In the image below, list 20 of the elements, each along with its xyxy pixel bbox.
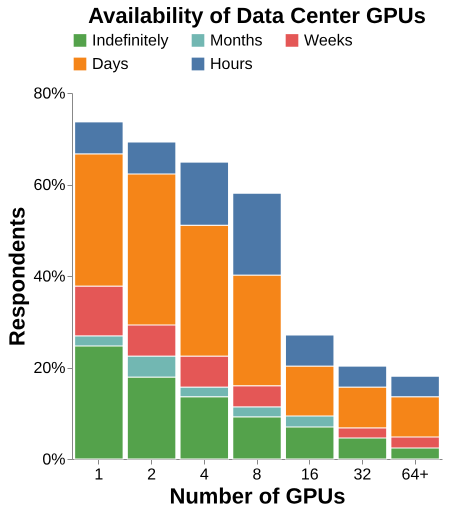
x-tick-label: 2 [147,466,156,484]
y-tick-label: 60% [33,177,66,194]
y-axis-title: Respondents [4,206,30,346]
legend-label: Indefinitely [92,32,168,50]
y-tick-label: 40% [33,268,66,286]
y-tick-label: 20% [33,360,66,377]
y-tick-label: 80% [33,86,66,102]
legend-label: Weeks [304,32,353,50]
legend-label: Hours [210,56,253,73]
x-tick-label: 64+ [402,466,429,484]
y-tick-label: 0% [42,452,66,468]
chart-title: Availability of Data Center GPUs [88,3,426,28]
x-tick-label: 32 [354,466,372,484]
x-tick-label: 4 [200,466,209,484]
legend-label: Days [92,56,128,73]
x-tick-label: 8 [252,466,262,484]
x-tick-label: 1 [94,466,104,484]
x-tick-label: 16 [300,466,319,484]
legend-label: Months [210,32,262,50]
x-axis-title: Number of GPUs [169,484,346,508]
